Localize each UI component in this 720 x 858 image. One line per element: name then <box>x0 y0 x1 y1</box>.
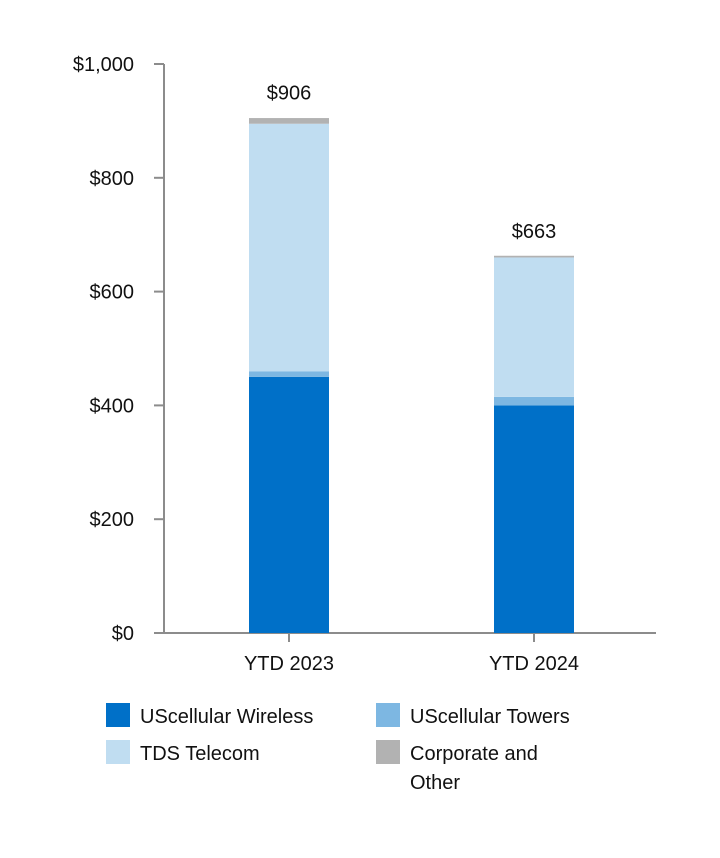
x-tick-label: YTD 2024 <box>489 653 579 675</box>
legend-swatch <box>376 740 400 764</box>
bar-segment-uscellular-wireless <box>249 376 329 633</box>
total-label: $906 <box>267 82 312 104</box>
legend-entry: TDS Telecom <box>106 740 260 765</box>
y-tick-label: $0 <box>112 623 134 645</box>
legend-swatch <box>376 703 400 727</box>
bars <box>249 118 574 633</box>
legend-label-line: Other <box>410 772 460 794</box>
legend-label: UScellular Wireless <box>140 706 313 728</box>
legend: UScellular Wireless UScellular Towers TDS … <box>106 703 570 794</box>
legend-label: Corporate and Other <box>410 743 538 794</box>
legend-label: UScellular Towers <box>410 706 570 728</box>
bar-segment-corporate-and-other <box>249 118 329 124</box>
y-axis: $0 $200 $400 $600 $800 $1,000 <box>73 54 165 645</box>
x-axis: YTD 2023 YTD 2024 <box>164 632 656 675</box>
y-tick-label: $800 <box>90 168 135 190</box>
legend-entry: Corporate and Other <box>376 740 538 794</box>
legend-swatch <box>106 740 130 764</box>
legend-entry: UScellular Towers <box>376 703 570 728</box>
legend-swatch <box>106 703 130 727</box>
bar-segment-uscellular-wireless <box>494 405 574 633</box>
x-tick-label: YTD 2023 <box>244 653 334 675</box>
bar-segment-uscellular-towers <box>494 396 574 406</box>
bar-segment-tds-telecom <box>494 257 574 397</box>
bar-segment-tds-telecom <box>249 123 329 372</box>
total-labels: $906 $663 <box>267 82 557 242</box>
bar-segment-corporate-and-other <box>494 255 574 258</box>
legend-label: TDS Telecom <box>140 743 260 765</box>
y-tick-label: $400 <box>90 395 135 417</box>
y-tick-label: $1,000 <box>73 54 134 76</box>
total-label: $663 <box>512 221 557 243</box>
legend-entry: UScellular Wireless <box>106 703 313 728</box>
y-tick-label: $200 <box>90 509 135 531</box>
legend-label-line: UScellular Towers <box>410 706 570 728</box>
bar-segment-uscellular-towers <box>249 371 329 377</box>
legend-label-line: Corporate and <box>410 743 538 765</box>
legend-label-line: UScellular Wireless <box>140 706 313 728</box>
legend-label-line: TDS Telecom <box>140 743 260 765</box>
y-tick-label: $600 <box>90 282 135 304</box>
